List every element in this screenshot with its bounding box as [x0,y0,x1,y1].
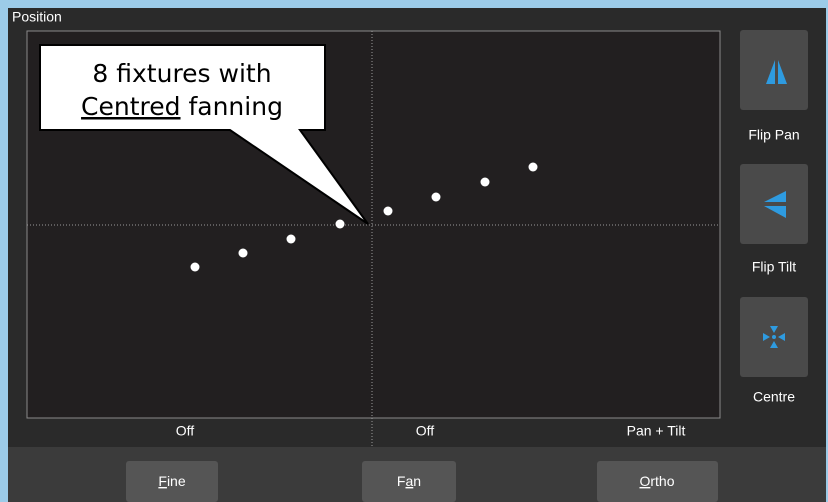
ortho-button[interactable] [597,461,718,502]
access-key: O [639,473,650,489]
side-label: Flip Tilt [752,259,796,275]
callout-line1: 8 fixtures with [92,59,271,88]
fixture-dot [383,206,393,216]
fixture-dot [431,192,441,202]
fixture-dot [480,177,490,187]
fixture-dot [528,162,538,172]
callout-underlined: Centred [81,92,180,121]
fixture-dot [335,219,345,229]
flip-tilt-button[interactable] [740,164,808,244]
access-key: a [405,473,413,489]
button-label: Ortho [639,473,674,489]
panel-title: Position [12,9,62,25]
button-label: Fan [397,473,421,489]
centre-icon [763,326,785,348]
access-key: F [158,473,167,489]
side-label: Centre [753,389,795,405]
flip-pan-icon [766,60,787,84]
label-part: F [397,473,406,489]
callout [39,44,369,225]
fan-button[interactable] [362,461,456,502]
label-part: n [413,473,421,489]
fixture-dot [286,234,296,244]
callout-line2: Centred fanning [81,92,283,121]
callout-rest: fanning [188,92,282,121]
flip-tilt-icon [764,191,786,218]
axis-label: Off [416,423,435,439]
label-part: ine [167,473,186,489]
axis-label: Off [176,423,195,439]
fixture-dot [238,248,248,258]
fixtures [190,162,538,272]
fine-button[interactable] [126,461,218,502]
fixture-dot [190,262,200,272]
side-label: Flip Pan [748,127,799,143]
label-part: rtho [650,473,674,489]
button-label: Fine [158,473,185,489]
axis-label: Pan + Tilt [627,423,686,439]
